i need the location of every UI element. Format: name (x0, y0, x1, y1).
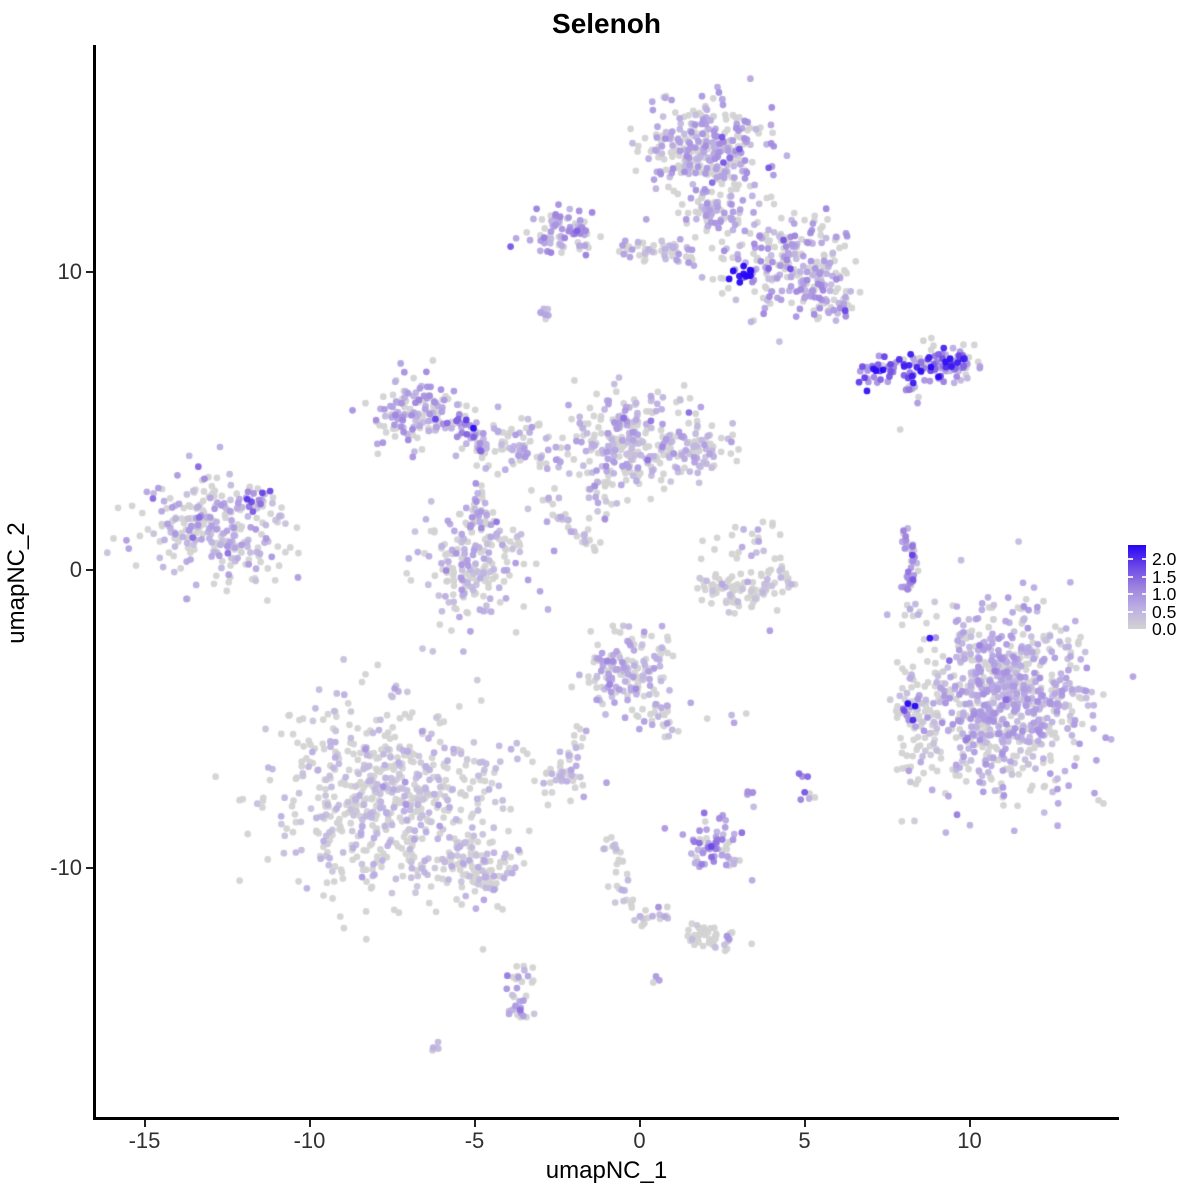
colorbar-tick-mark (1128, 558, 1133, 560)
x-tick-label: -15 (128, 1128, 161, 1153)
y-tick-label: -10 (50, 854, 82, 880)
x-tick-mark (473, 1119, 476, 1127)
x-tick-label: 5 (798, 1128, 811, 1153)
x-tick-label: 10 (957, 1128, 982, 1153)
colorbar-tick-label: 1.0 (1152, 584, 1177, 604)
y-axis-line (93, 45, 96, 1120)
y-tick-mark (86, 270, 93, 273)
x-tick-mark (143, 1119, 146, 1127)
colorbar-gradient (1128, 545, 1146, 629)
x-axis-title: umapNC_1 (545, 1157, 668, 1184)
colorbar-tick-mark (1128, 610, 1133, 613)
x-tick-mark (308, 1119, 311, 1127)
y-axis-title: umapNC_2 (3, 522, 30, 644)
x-tick-label: 0 (633, 1128, 646, 1153)
y-tick-label: 10 (57, 258, 82, 284)
y-tick-label: 0 (69, 556, 82, 582)
colorbar-tick-label: 1.5 (1152, 566, 1177, 587)
y-tick-mark (86, 866, 93, 869)
colorbar-tick-label: 0.0 (1152, 619, 1177, 639)
colorbar-tick-label: 2.0 (1152, 549, 1177, 569)
x-tick-mark (968, 1119, 971, 1127)
colorbar-tick-mark (1141, 610, 1146, 613)
colorbar-tick-mark (1141, 575, 1146, 578)
colorbar-tick-mark (1128, 593, 1133, 595)
plot-title: Selenoh (552, 8, 661, 39)
x-tick-label: -5 (464, 1128, 485, 1153)
colorbar-tick-label: 0.5 (1152, 601, 1177, 622)
colorbar-tick-mark (1141, 593, 1146, 595)
x-tick-label: -10 (293, 1128, 326, 1153)
y-tick-mark (86, 568, 93, 571)
colorbar-tick-mark (1141, 558, 1146, 560)
x-axis-line (93, 1117, 1119, 1120)
colorbar-tick-mark (1128, 575, 1133, 578)
x-tick-mark (803, 1119, 806, 1127)
x-tick-mark (638, 1119, 641, 1127)
